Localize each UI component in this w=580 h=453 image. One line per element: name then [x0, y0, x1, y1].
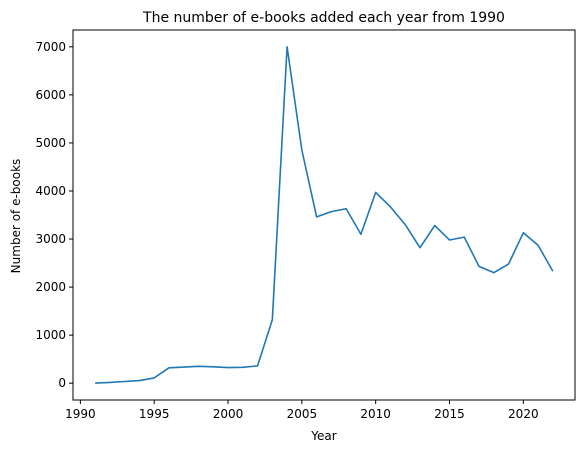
data-point: [242, 367, 244, 369]
data-point: [537, 244, 539, 246]
data-point: [345, 208, 347, 210]
data-point: [508, 263, 510, 265]
y-tick-label: 4000: [35, 184, 66, 198]
x-tick-label: 2000: [213, 407, 244, 421]
data-point: [153, 377, 155, 379]
data-point: [183, 366, 185, 368]
x-axis-label: Year: [310, 429, 336, 443]
data-point: [94, 382, 96, 384]
data-point: [168, 367, 170, 369]
data-point: [139, 380, 141, 382]
x-tick-label: 1995: [139, 407, 170, 421]
data-point: [493, 272, 495, 274]
data-point: [301, 149, 303, 151]
data-point: [198, 366, 200, 368]
data-point: [552, 270, 554, 272]
data-point: [375, 192, 377, 194]
series-line: [95, 46, 554, 384]
y-tick-label: 3000: [35, 232, 66, 246]
plot-frame: [72, 29, 576, 401]
y-tick-label: 7000: [35, 40, 66, 54]
x-tick-label: 2005: [287, 407, 318, 421]
y-tick-label: 5000: [35, 136, 66, 150]
data-point: [331, 211, 333, 213]
data-point: [390, 206, 392, 208]
data-point: [434, 225, 436, 227]
y-axis-label: Number of e-books: [9, 159, 23, 274]
y-tick-label: 0: [58, 376, 66, 390]
data-point: [449, 239, 451, 241]
data-point: [419, 247, 421, 249]
x-tick-label: 2010: [360, 407, 391, 421]
data-point: [463, 236, 465, 238]
data-point: [124, 381, 126, 383]
data-point: [478, 266, 480, 268]
data-point: [404, 224, 406, 226]
chart-title: The number of e-books added each year fr…: [142, 10, 505, 26]
x-tick-label: 2020: [508, 407, 539, 421]
x-tick-label: 2015: [434, 407, 465, 421]
data-point: [523, 232, 525, 234]
data-point: [272, 319, 274, 321]
data-point: [212, 366, 214, 368]
data-point: [227, 367, 229, 369]
y-tick-label: 1000: [35, 328, 66, 342]
data-point: [286, 46, 288, 48]
y-tick-label: 6000: [35, 88, 66, 102]
data-point: [316, 216, 318, 218]
data-point: [257, 365, 259, 367]
data-point: [360, 233, 362, 235]
data-point: [109, 382, 111, 384]
y-tick-label: 2000: [35, 280, 66, 294]
x-tick-label: 1990: [65, 407, 96, 421]
